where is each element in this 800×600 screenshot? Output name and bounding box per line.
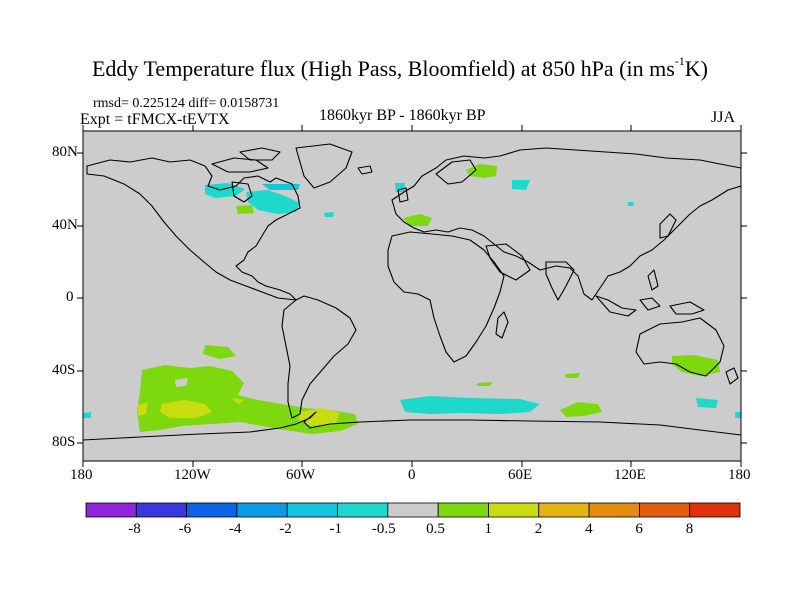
contour-positive-strong — [138, 402, 148, 416]
contour-positive-strong — [232, 398, 244, 404]
coast-india — [545, 261, 575, 301]
colorbar-box — [689, 502, 741, 518]
colorbar-box — [135, 502, 188, 518]
colorbar-label: -6 — [178, 521, 192, 537]
contour-positive — [403, 214, 432, 226]
coast-hudson-bay — [231, 181, 253, 203]
coast-new-guinea — [669, 301, 705, 315]
lon-label: 60E — [508, 467, 533, 483]
colorbar-box — [638, 502, 691, 518]
anomaly-contours — [83, 164, 741, 434]
contour-negative — [83, 412, 91, 418]
colorbar-box — [186, 502, 238, 518]
colorbar-box — [236, 502, 288, 518]
season-label: JJA — [711, 109, 736, 126]
coast-australia — [635, 317, 725, 377]
colorbar-label: 6 — [635, 521, 643, 537]
contour-positive — [672, 355, 720, 376]
contour-negative — [696, 398, 718, 408]
coast-greenland — [295, 143, 353, 189]
period-label: 1860kyr BP - 1860kyr BP — [319, 107, 486, 124]
colorbar-label: 0.5 — [426, 521, 445, 537]
coast-scandinavia — [435, 159, 477, 185]
contour-positive — [203, 345, 236, 359]
coast-new-zealand — [725, 367, 739, 385]
colorbar-label: -8 — [128, 521, 141, 537]
contour-negative-strong — [262, 184, 300, 190]
coast-madagascar — [495, 311, 509, 339]
coast-borneo — [639, 297, 661, 311]
colorbar-box — [488, 502, 540, 518]
lon-label: 120W — [174, 467, 211, 483]
contour-positive — [560, 402, 602, 417]
contour-negative — [324, 212, 334, 217]
contour-negative — [512, 180, 530, 190]
coast-iceland — [357, 165, 373, 175]
lat-label: 40N — [52, 217, 78, 233]
coast-arctic-islands — [211, 157, 269, 173]
colorbar-box — [588, 502, 640, 518]
colorbar-box — [387, 502, 439, 518]
coast-japan — [659, 213, 677, 239]
contour-negative — [395, 183, 405, 192]
contour-negative — [628, 202, 634, 206]
coast-south-america — [281, 295, 357, 419]
contour-positive-strong — [160, 400, 212, 418]
colorbar-label: -4 — [228, 521, 242, 537]
coastlines — [83, 143, 741, 441]
experiment-label: Expt = tFMCX-tEVTX — [80, 111, 230, 128]
lon-label: 60W — [286, 467, 316, 483]
colorbar-box — [85, 502, 137, 518]
colorbar-label: -2 — [279, 521, 292, 537]
contour-gap — [175, 378, 188, 387]
lat-label: 0 — [66, 289, 74, 305]
colorbar-box — [286, 502, 338, 518]
coast-arabia — [485, 243, 531, 281]
coast-uk — [397, 187, 409, 203]
colorbar-box — [337, 502, 389, 518]
lat-label: 80N — [52, 144, 78, 160]
coast-north-america — [86, 157, 301, 301]
lon-label: 180 — [70, 467, 93, 483]
map-title: Eddy Temperature flux (High Pass, Bloomf… — [91, 54, 708, 81]
contour-positive — [236, 205, 254, 214]
colorbar — [85, 502, 741, 518]
lat-label: 40S — [52, 362, 76, 378]
map-ticks — [77, 125, 747, 467]
contour-negative — [400, 396, 540, 414]
coast-philippines — [647, 269, 659, 291]
contour-positive — [466, 164, 497, 178]
lon-label: 0 — [408, 467, 416, 483]
coast-antarctica — [83, 411, 741, 441]
coast-arctic-islands — [239, 147, 281, 161]
colorbar-label: 1 — [484, 521, 492, 537]
colorbar-label: 8 — [685, 521, 694, 537]
colorbar-label: 4 — [585, 521, 593, 537]
colorbar-label: -0.5 — [371, 521, 396, 537]
lat-label: 80S — [52, 434, 76, 450]
contour-positive — [476, 382, 492, 386]
contour-positive — [565, 373, 580, 378]
colorbar-box — [437, 502, 489, 518]
colorbar-label: 2 — [534, 521, 543, 537]
contour-negative — [735, 412, 741, 418]
contour-positive-strong — [298, 408, 340, 426]
coast-indonesia — [595, 295, 637, 317]
colorbar-label: -1 — [329, 521, 343, 537]
lon-label: 120E — [614, 467, 646, 483]
colorbar-box — [538, 502, 590, 518]
contour-negative — [246, 190, 300, 214]
rmsd-stats: rmsd= 0.225124 diff= 0.0158731 — [93, 96, 280, 111]
lon-label: 180 — [728, 467, 751, 483]
coast-africa — [387, 231, 505, 363]
